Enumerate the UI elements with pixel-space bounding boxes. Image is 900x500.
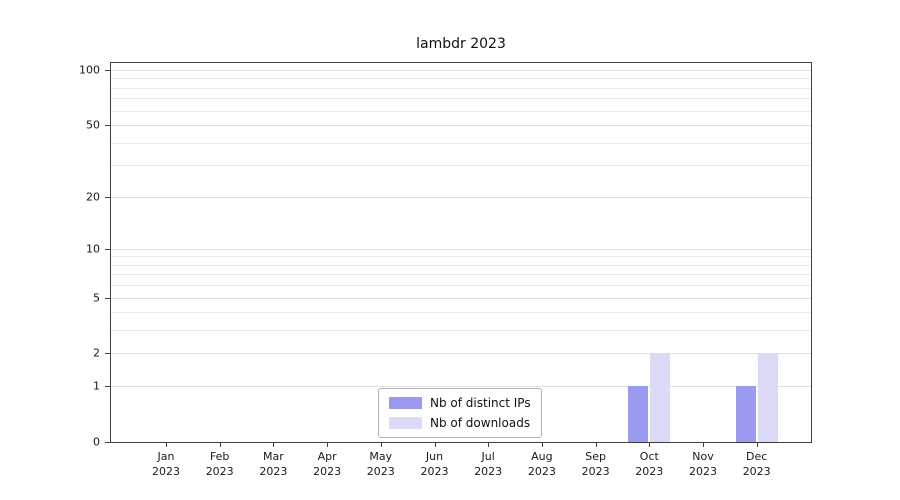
chart-title: lambdr 2023: [416, 36, 506, 52]
y-tick-mark: [105, 248, 110, 250]
bar-downloads: [757, 353, 778, 442]
y-tick-mark: [105, 196, 110, 198]
x-tick-month: Dec: [746, 450, 768, 463]
x-tick-year: 2023: [366, 465, 395, 479]
minor-gridline: [111, 274, 811, 276]
minor-gridline: [111, 110, 811, 112]
x-tick-mark: [273, 443, 275, 447]
x-tick-mark: [703, 443, 704, 447]
minor-gridline: [111, 264, 811, 266]
x-tick-label: May 2023: [351, 449, 411, 480]
y-tick-mark: [105, 442, 110, 443]
y-tick-mark: [105, 353, 110, 355]
x-tick-year: 2023: [581, 465, 610, 479]
major-gridline: [111, 196, 811, 198]
y-tick-mark: [105, 386, 110, 388]
x-tick-month: Mar: [263, 450, 284, 463]
x-tick-month: Jun: [425, 450, 444, 463]
x-tick-mark: [380, 443, 382, 447]
bar-distinct-ips: [628, 386, 649, 442]
x-tick-month: Oct: [639, 450, 659, 463]
y-tick-label: 100: [79, 63, 100, 77]
bar-distinct-ips: [735, 386, 756, 442]
x-tick-month: Jan: [157, 450, 175, 463]
major-gridline: [111, 386, 811, 388]
minor-gridline: [111, 312, 811, 314]
x-tick-mark: [219, 443, 221, 447]
minor-gridline: [111, 78, 811, 80]
x-tick-mark: [434, 443, 436, 447]
x-tick-mark: [595, 443, 597, 447]
minor-gridline: [111, 256, 811, 258]
x-tick-month: Nov: [692, 450, 714, 463]
x-tick-year: 2023: [742, 465, 771, 479]
x-tick-mark: [756, 443, 758, 447]
x-tick-mark: [541, 443, 543, 447]
x-tick-label: Jun 2023: [405, 449, 465, 480]
x-tick-month: Sep: [585, 450, 606, 463]
legend-label-distinct-ips: Nb of distinct IPs: [430, 396, 531, 410]
minor-gridline: [111, 87, 811, 89]
x-tick-year: 2023: [205, 465, 234, 479]
x-tick-label: Mar 2023: [243, 449, 303, 480]
x-tick-month: Jul: [481, 450, 495, 463]
x-tick-month: Feb: [209, 450, 230, 463]
x-tick-year: 2023: [527, 465, 556, 479]
legend: Nb of distinct IPs Nb of downloads: [378, 388, 542, 438]
x-tick-year: 2023: [474, 465, 503, 479]
y-tick-mark: [105, 297, 110, 299]
y-tick-label: 5: [93, 291, 100, 305]
minor-gridline: [111, 165, 811, 167]
minor-gridline: [111, 98, 811, 100]
x-tick-label: Sep 2023: [566, 449, 626, 480]
y-tick-label: 1: [93, 379, 100, 393]
x-tick-month: Aug: [531, 450, 553, 463]
x-tick-label: Feb 2023: [190, 449, 250, 480]
bar-downloads: [650, 353, 671, 442]
minor-gridline: [111, 142, 811, 144]
x-tick-mark: [488, 443, 490, 447]
x-tick-month: May: [369, 450, 393, 463]
x-tick-year: 2023: [689, 465, 717, 479]
x-tick-label: Dec 2023: [727, 449, 787, 480]
major-gridline: [111, 297, 811, 299]
major-gridline: [111, 248, 811, 250]
x-tick-label: Jan 2023: [136, 449, 196, 480]
x-tick-year: 2023: [313, 465, 342, 479]
minor-gridline: [111, 330, 811, 332]
legend-swatch-distinct-ips: [389, 397, 422, 409]
y-tick-label: 10: [86, 242, 100, 256]
x-tick-label: Aug 2023: [512, 449, 572, 480]
y-tick-label: 2: [93, 346, 100, 360]
x-tick-label: Apr 2023: [297, 449, 357, 480]
x-tick-year: 2023: [420, 465, 449, 479]
legend-item-distinct-ips: Nb of distinct IPs: [389, 396, 531, 410]
x-tick-mark: [166, 443, 167, 447]
major-gridline: [111, 70, 811, 71]
x-tick-year: 2023: [152, 465, 180, 479]
y-tick-mark: [105, 125, 110, 127]
x-tick-label: Nov 2023: [673, 449, 733, 480]
x-tick-mark: [327, 443, 329, 447]
x-tick-label: Oct 2023: [619, 449, 679, 480]
major-gridline: [111, 353, 811, 355]
x-tick-month: Apr: [317, 450, 337, 463]
plot-area: [110, 62, 812, 443]
major-gridline: [111, 125, 811, 127]
legend-swatch-downloads: [389, 417, 422, 429]
y-tick-label: 20: [86, 190, 100, 204]
y-tick-label: 50: [86, 118, 100, 132]
x-tick-label: Jul 2023: [458, 449, 518, 480]
legend-label-downloads: Nb of downloads: [430, 416, 531, 430]
x-tick-year: 2023: [635, 465, 664, 479]
minor-gridline: [111, 285, 811, 287]
x-tick-mark: [649, 443, 651, 447]
y-tick-label: 0: [93, 435, 100, 449]
x-tick-year: 2023: [259, 465, 288, 479]
y-tick-mark: [105, 70, 110, 71]
legend-item-downloads: Nb of downloads: [389, 416, 531, 430]
